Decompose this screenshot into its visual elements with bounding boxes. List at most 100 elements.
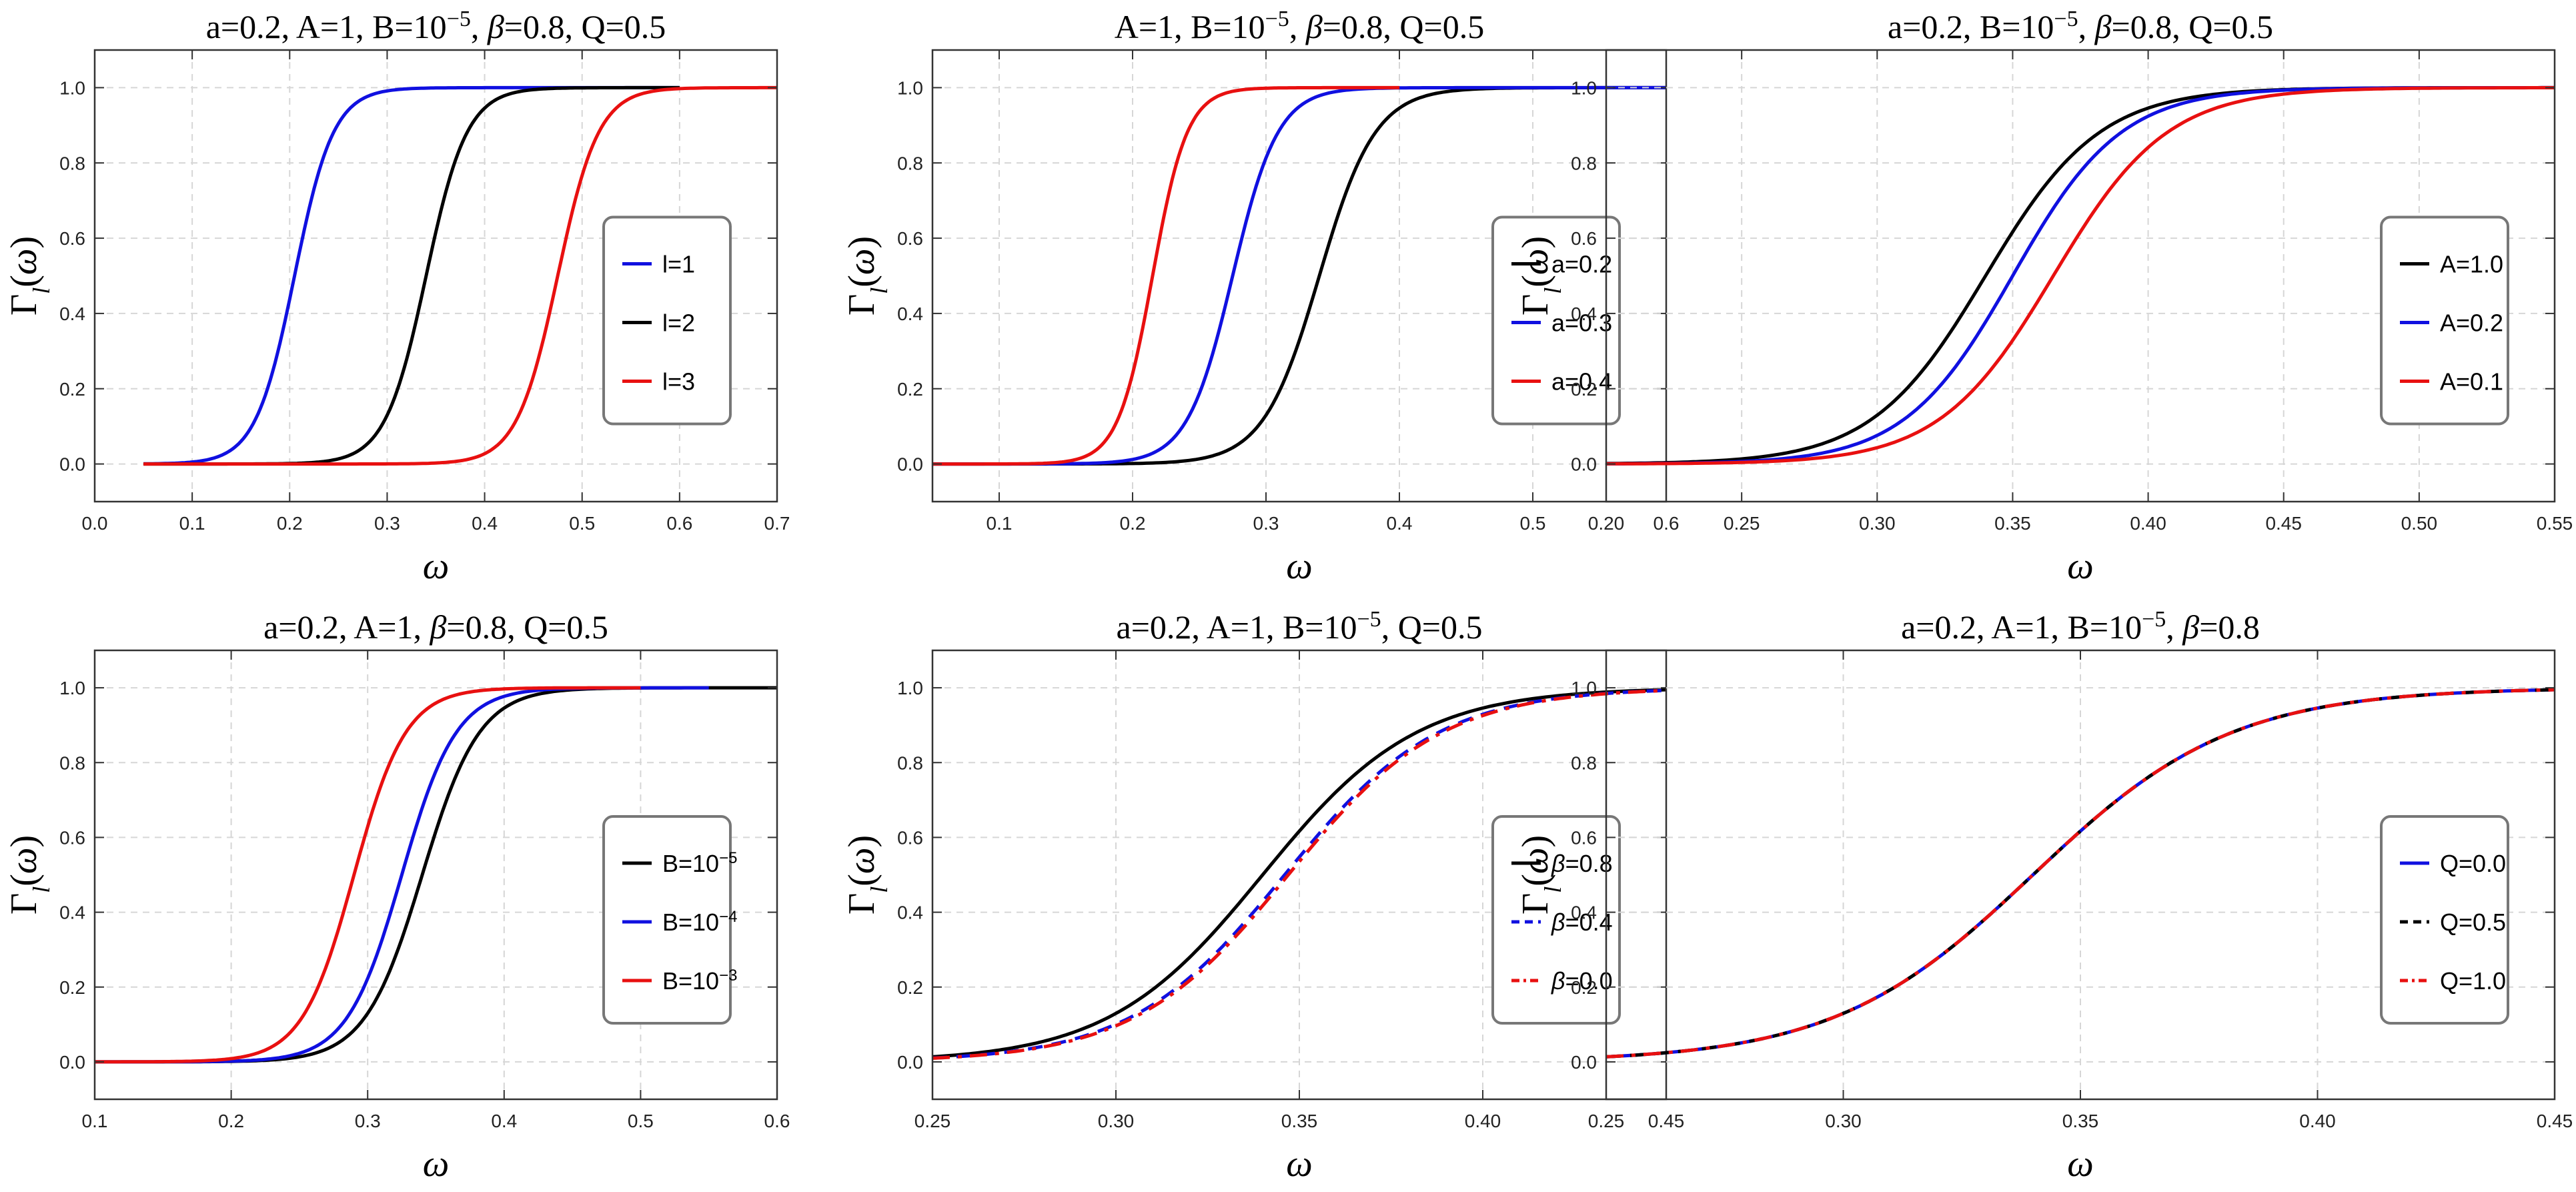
y-tick-label: 0.6 — [59, 228, 85, 249]
y-tick-label: 0.2 — [1571, 379, 1597, 400]
y-tick-label: 1.0 — [59, 77, 85, 98]
y-tick-label: 0.8 — [1571, 752, 1597, 773]
chart-title: a=0.2, A=1, B=10−5, β=0.8 — [1901, 607, 2260, 646]
x-tick-label: 0.4 — [491, 1111, 517, 1131]
legend-label-3: a=0.4 — [1551, 368, 1612, 395]
y-tick-label: 0.4 — [897, 903, 923, 923]
series-line-3 — [1605, 86, 2555, 466]
x-tick-label: 0.45 — [2265, 513, 2302, 534]
x-tick-label: 0.3 — [374, 513, 400, 534]
legend: A=1.0 A=0.2 A=0.1 — [2380, 215, 2509, 426]
x-axis-label: ω — [1286, 1143, 1313, 1185]
x-tick-label: 0.45 — [1648, 1111, 1685, 1131]
y-axis-label: Γl(ω) — [1515, 236, 1566, 316]
chart-title: a=0.2, A=1, B=10−5, β=0.8, Q=0.5 — [206, 7, 666, 46]
y-axis-label: Γl(ω) — [3, 835, 55, 915]
legend-label-2: β=0.4 — [1551, 909, 1613, 936]
x-tick-label: 0.45 — [2537, 1111, 2573, 1131]
x-tick-label: 0.6 — [1654, 513, 1680, 534]
y-tick-label: 0.0 — [59, 454, 85, 475]
x-tick-label: 0.40 — [2130, 513, 2166, 534]
series-line-3 — [143, 85, 777, 466]
legend-label-1: β=0.8 — [1551, 850, 1613, 877]
plot-frame — [1605, 49, 2556, 503]
x-tick-label: 0.25 — [1724, 513, 1760, 534]
x-tick-label: 0.6 — [666, 513, 692, 534]
legend-label-2: B=10−4 — [662, 908, 737, 937]
y-tick-label: 0.8 — [59, 153, 85, 173]
y-tick-label: 1.0 — [1571, 678, 1597, 698]
series-line-1 — [143, 85, 680, 466]
series-line-1 — [932, 688, 1667, 1059]
y-tick-label: 0.2 — [897, 379, 923, 400]
series-line-2 — [1605, 688, 2555, 1059]
chart-title: a=0.2, A=1, β=0.8, Q=0.5 — [263, 608, 608, 646]
y-tick-label: 0.8 — [897, 752, 923, 773]
y-tick-label: 1.0 — [1571, 77, 1597, 98]
legend: β=0.8 β=0.4 β=0.0 — [1491, 815, 1621, 1025]
x-tick-label: 0.2 — [1120, 513, 1146, 534]
series-line-3 — [95, 686, 641, 1064]
series-line-2 — [143, 85, 680, 466]
legend-label-1: l=1 — [662, 250, 695, 277]
chart-panel-4: 0.1 0.2 0.3 0.4 0.5 0.6 0.0 0.2 0.4 0.6 0.8 1.0 a=0.… — [3, 608, 790, 1185]
chart-title: A=1, B=10−5, β=0.8, Q=0.5 — [1115, 7, 1484, 46]
y-tick-label: 0.6 — [897, 228, 923, 249]
y-tick-label: 1.0 — [897, 77, 923, 98]
x-tick-label: 0.25 — [914, 1111, 951, 1131]
x-tick-label: 0.0 — [82, 513, 108, 534]
y-tick-label: 0.8 — [59, 752, 85, 773]
y-axis-label: Γl(ω) — [3, 236, 55, 316]
legend: B=10−5 B=10−4 B=10−3 — [602, 815, 737, 1025]
legend-label-3: A=0.1 — [2440, 368, 2503, 395]
legend-box — [1491, 215, 1621, 426]
chart-title: a=0.2, A=1, B=10−5, Q=0.5 — [1117, 607, 1483, 646]
y-tick-label: 0.4 — [59, 903, 85, 923]
legend-label-3: β=0.0 — [1551, 967, 1613, 995]
legend-box — [1491, 815, 1621, 1025]
x-tick-label: 0.4 — [472, 513, 498, 534]
y-tick-label: 1.0 — [59, 678, 85, 698]
x-tick-label: 0.2 — [218, 1111, 244, 1131]
x-tick-label: 0.30 — [1859, 513, 1896, 534]
x-axis-label: ω — [2067, 546, 2094, 587]
legend-box — [2380, 815, 2509, 1025]
y-axis-label: Γl(ω) — [841, 236, 892, 316]
y-tick-label: 0.2 — [59, 379, 85, 400]
y-axis-label: Γl(ω) — [1515, 835, 1566, 915]
x-tick-label: 0.4 — [1387, 513, 1413, 534]
legend-label-1: A=1.0 — [2440, 250, 2503, 277]
legend-label-3: Q=1.0 — [2440, 967, 2506, 995]
series-line-3 — [1605, 688, 2555, 1059]
legend: l=1 l=2 l=3 — [602, 215, 732, 426]
x-tick-label: 0.1 — [179, 513, 205, 534]
x-tick-label: 0.6 — [764, 1111, 790, 1131]
y-tick-label: 0.0 — [59, 1052, 85, 1073]
y-tick-label: 0.0 — [1571, 1052, 1597, 1073]
plot-frame — [93, 649, 778, 1101]
x-axis-label: ω — [423, 1143, 450, 1185]
y-axis-label: Γl(ω) — [841, 835, 892, 915]
x-tick-label: 0.1 — [82, 1111, 108, 1131]
x-axis-label: ω — [2067, 1143, 2094, 1185]
y-tick-label: 0.2 — [1571, 977, 1597, 998]
legend-box — [602, 815, 732, 1025]
chart-title: a=0.2, B=10−5, β=0.8, Q=0.5 — [1888, 7, 2273, 46]
legend-label-2: a=0.3 — [1551, 309, 1612, 336]
y-tick-label: 1.0 — [897, 678, 923, 698]
y-tick-label: 0.6 — [1571, 228, 1597, 249]
legend: Q=0.0 Q=0.5 Q=1.0 — [2380, 815, 2509, 1025]
y-tick-label: 0.2 — [897, 977, 923, 998]
series-line-3 — [932, 688, 1667, 1060]
x-axis-label: ω — [423, 546, 450, 587]
legend: a=0.2 a=0.3 a=0.4 — [1491, 215, 1621, 426]
x-tick-label: 0.40 — [1465, 1111, 1501, 1131]
chart-panel-5: 0.25 0.30 0.35 0.40 0.45 0.0 0.2 0.4 0.6 0.8 1.0 a=… — [841, 607, 1684, 1185]
x-tick-label: 0.35 — [2062, 1111, 2099, 1131]
legend-label-1: B=10−5 — [662, 849, 737, 878]
x-tick-label: 0.35 — [1281, 1111, 1318, 1131]
legend-label-2: A=0.2 — [2440, 309, 2503, 336]
legend-label-1: Q=0.0 — [2440, 850, 2506, 877]
y-tick-label: 0.4 — [1571, 903, 1597, 923]
y-tick-label: 0.6 — [1571, 827, 1597, 848]
